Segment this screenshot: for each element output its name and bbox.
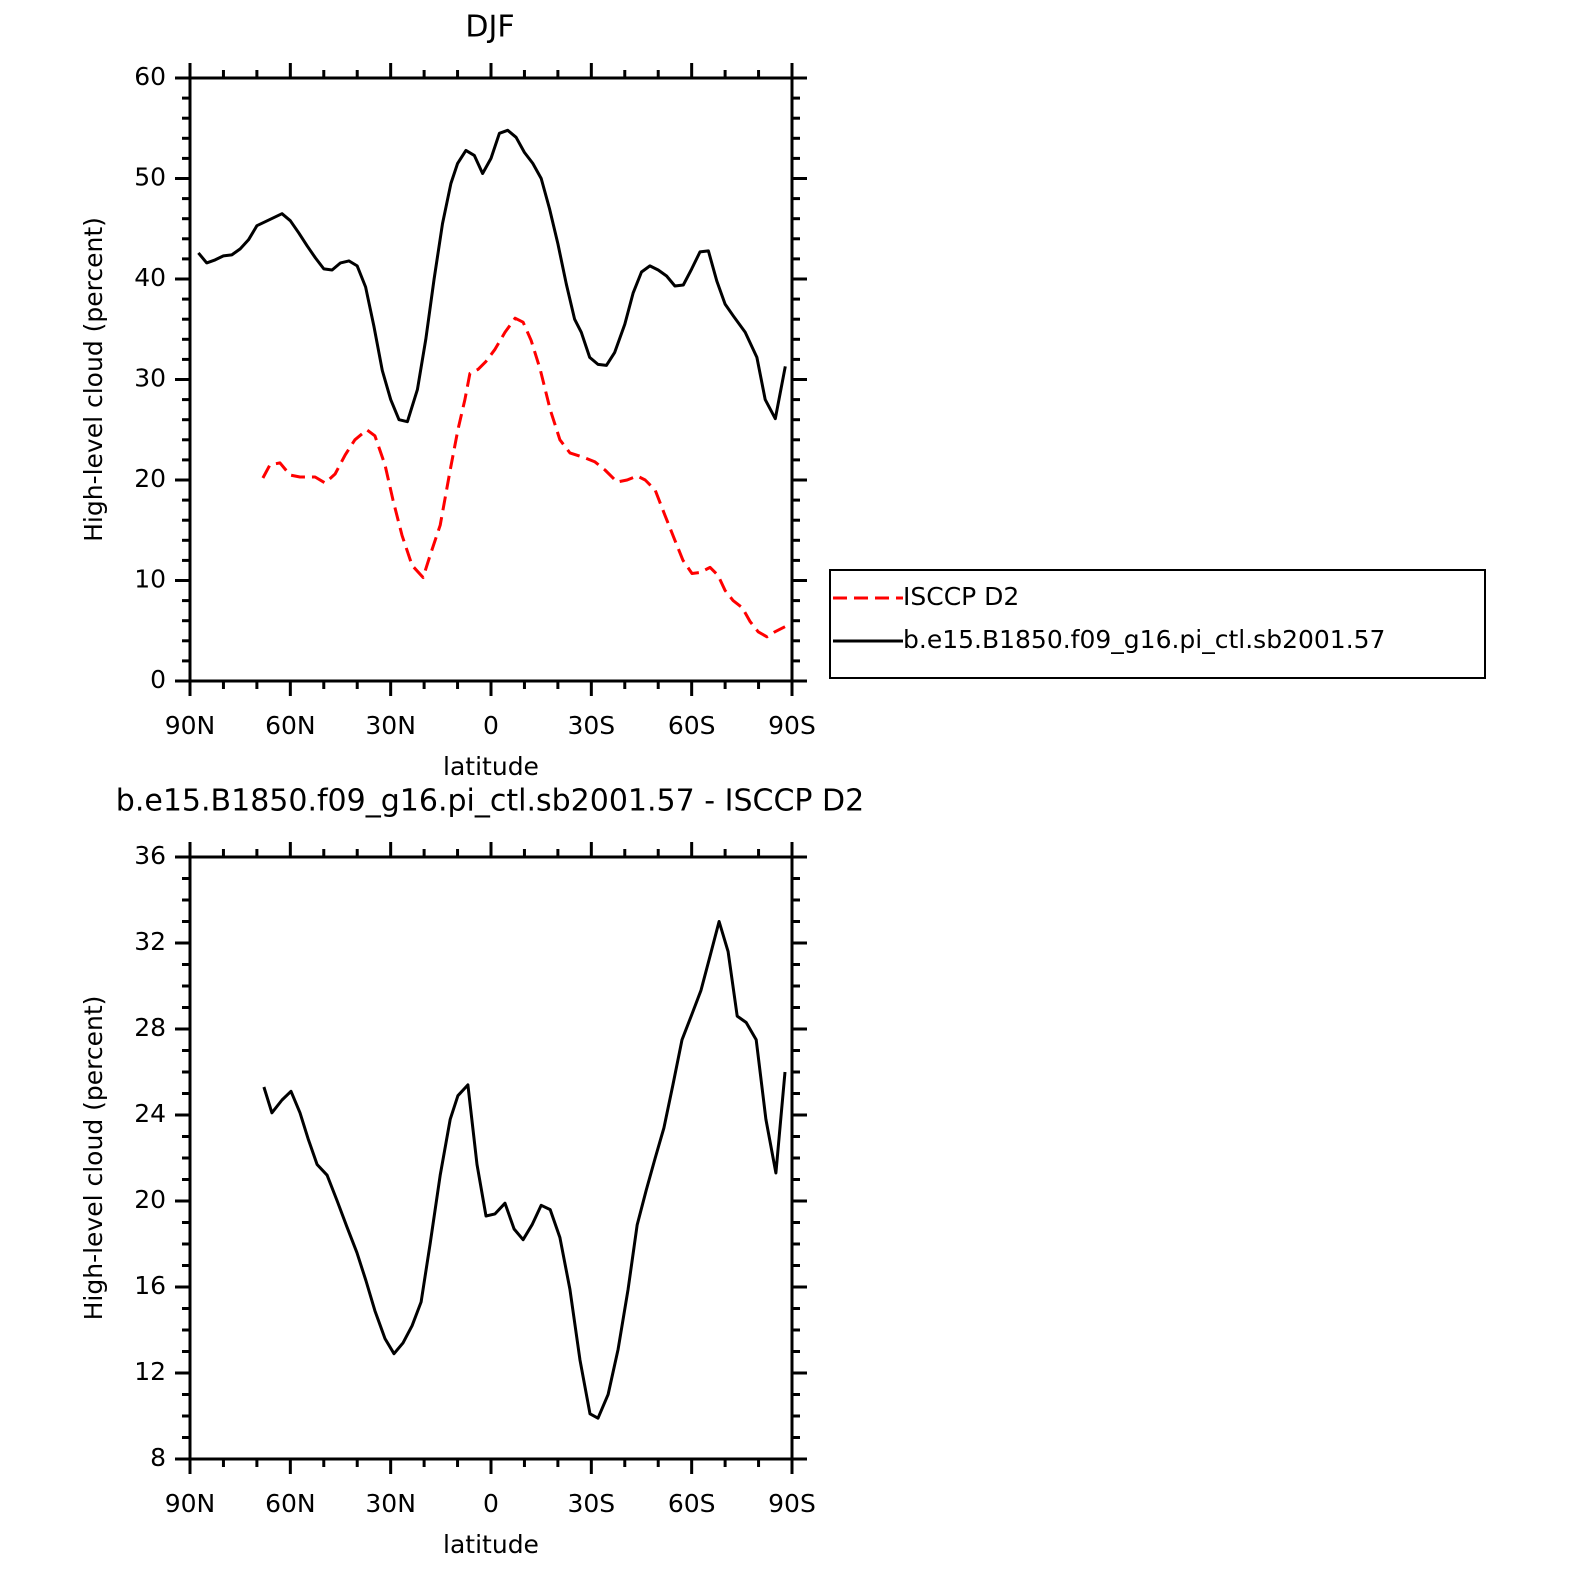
y-tick-label: 0 (150, 665, 166, 694)
y-tick-label: 60 (134, 62, 166, 91)
y-tick-label: 8 (150, 1443, 166, 1472)
x-tick-label: 0 (483, 711, 499, 740)
legend-box (829, 569, 1486, 679)
y-tick-label: 10 (134, 565, 166, 594)
x-axis-label: latitude (443, 1530, 539, 1559)
y-axis-label: High-level cloud (percent) (79, 996, 108, 1321)
chart-title: DJF (465, 10, 514, 45)
legend-label: b.e15.B1850.f09_g16.pi_ctl.sb2001.57 (903, 625, 1385, 654)
y-tick-label: 20 (134, 464, 166, 493)
x-tick-label: 30S (567, 711, 615, 740)
y-axis-label: High-level cloud (percent) (79, 217, 108, 542)
data-line (262, 920, 787, 1420)
plot-frame (188, 76, 794, 683)
x-tick-label: 90N (165, 711, 216, 740)
data-line (261, 316, 786, 639)
y-tick-label: 36 (134, 841, 166, 870)
y-tick-label: 24 (134, 1099, 166, 1128)
y-tick-label: 20 (134, 1185, 166, 1214)
x-tick-label: 60S (668, 711, 716, 740)
x-tick-label: 90N (165, 1489, 216, 1518)
data-line (197, 128, 787, 424)
x-tick-label: 60S (668, 1489, 716, 1518)
y-tick-label: 16 (134, 1271, 166, 1300)
y-tick-label: 12 (134, 1357, 166, 1386)
chart-title: b.e15.B1850.f09_g16.pi_ctl.sb2001.57 - I… (116, 784, 864, 819)
x-axis-label: latitude (443, 752, 539, 781)
x-tick-label: 30N (365, 1489, 416, 1518)
y-tick-label: 50 (134, 163, 166, 192)
x-tick-label: 30N (365, 711, 416, 740)
x-tick-label: 60N (265, 1489, 316, 1518)
plot-frame (188, 855, 794, 1461)
legend-label: ISCCP D2 (903, 582, 1019, 611)
x-tick-label: 30S (567, 1489, 615, 1518)
x-tick-label: 0 (483, 1489, 499, 1518)
y-tick-label: 28 (134, 1013, 166, 1042)
y-tick-label: 30 (134, 364, 166, 393)
y-tick-label: 32 (134, 927, 166, 956)
y-tick-label: 40 (134, 263, 166, 292)
x-tick-label: 90S (768, 1489, 816, 1518)
x-tick-label: 90S (768, 711, 816, 740)
x-tick-label: 60N (265, 711, 316, 740)
